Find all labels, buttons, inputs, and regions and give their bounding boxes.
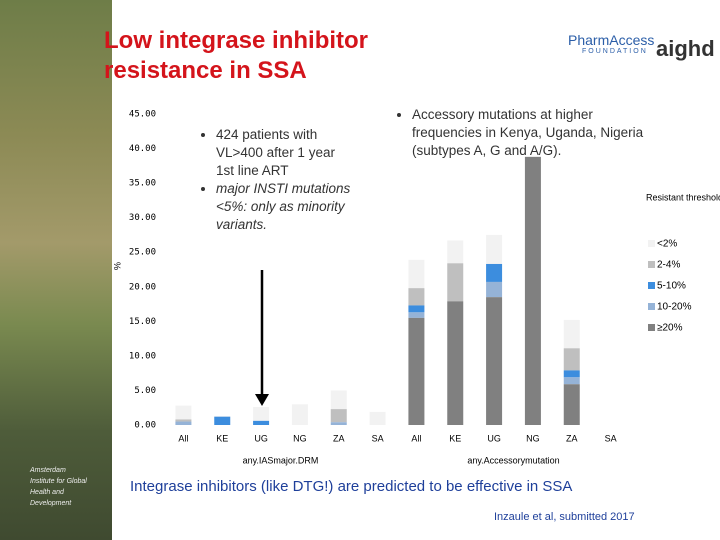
- x-tick-label: ZA: [566, 433, 578, 443]
- bar-segment: [330, 390, 347, 410]
- y-tick-label: 20.00: [129, 282, 156, 292]
- institute-text: Amsterdam Institute for Global Health an…: [30, 467, 87, 507]
- bar-segment: [408, 317, 425, 425]
- bullet: 424 patients with VL>400 after 1 year 1s…: [216, 126, 356, 180]
- bar-segment: [175, 421, 192, 425]
- y-tick-label: 45.00: [129, 110, 156, 120]
- bar-segment: [253, 407, 270, 421]
- legend-swatch: [648, 303, 655, 310]
- legend-label: <2%: [657, 239, 677, 250]
- x-tick-label: UG: [254, 433, 268, 443]
- y-tick-label: 40.00: [129, 144, 156, 154]
- bar-segment: [486, 281, 503, 298]
- legend-swatch: [648, 324, 655, 331]
- bar-segment: [524, 156, 541, 426]
- bullet: major INSTI mutations <5%: only as minor…: [216, 180, 356, 234]
- bar-segment: [408, 288, 425, 306]
- bar-segment: [447, 301, 464, 425]
- legend-label: 10-20%: [657, 302, 692, 313]
- bar-segment: [447, 240, 464, 264]
- y-tick-label: 5.00: [134, 386, 156, 396]
- bar-segment: [214, 416, 231, 417]
- bar-segment: [447, 263, 464, 302]
- x-tick-label: KE: [216, 433, 228, 443]
- x-tick-label: NG: [293, 433, 307, 443]
- y-tick-label: 0.00: [134, 421, 156, 431]
- bar-segment: [330, 409, 347, 423]
- bar-segment: [563, 377, 580, 385]
- photo-strip: [0, 0, 112, 540]
- bar-segment: [291, 404, 308, 425]
- bar-segment: [214, 416, 231, 425]
- bar-segment: [563, 348, 580, 371]
- bar-segment: [408, 312, 425, 318]
- legend-title: Resistant threshold: [646, 192, 720, 202]
- legend-swatch: [648, 261, 655, 268]
- x-tick-label: SA: [605, 433, 617, 443]
- x-tick-label: All: [411, 433, 421, 443]
- bar-segment: [408, 259, 425, 289]
- y-tick-label: 30.00: [129, 213, 156, 223]
- bar-segment: [330, 422, 347, 425]
- arrow-head: [255, 394, 269, 406]
- bar-segment: [486, 263, 503, 282]
- bar-segment: [563, 384, 580, 425]
- bullets-right: Accessory mutations at higher frequencie…: [392, 106, 662, 160]
- x-tick-label: All: [178, 433, 188, 443]
- legend-label: 5-10%: [657, 281, 686, 292]
- y-tick-label: 25.00: [129, 248, 156, 258]
- conclusion: Integrase inhibitors (like DTG!) are pre…: [130, 478, 573, 495]
- bar-segment: [175, 419, 192, 422]
- bar-segment: [486, 297, 503, 425]
- bar-segment: [369, 411, 386, 425]
- x-tick-label: SA: [372, 433, 384, 443]
- bar-segment: [563, 370, 580, 378]
- x-tick-label: UG: [487, 433, 501, 443]
- y-tick-label: 35.00: [129, 179, 156, 189]
- bar-segment: [408, 305, 425, 313]
- legend-label: ≥20%: [657, 323, 683, 334]
- bar-segment: [253, 420, 270, 425]
- slide-title: Low integrase inhibitor resistance in SS…: [104, 27, 369, 84]
- x-tick-label: KE: [449, 433, 461, 443]
- bullets-left: 424 patients with VL>400 after 1 year 1s…: [196, 126, 356, 234]
- logo-text: aighd: [656, 36, 715, 61]
- group-label: any.Accessorymutation: [467, 455, 559, 465]
- logo-text: PharmAccess: [568, 32, 655, 48]
- legend-swatch: [648, 240, 655, 247]
- bar-segment: [563, 319, 580, 349]
- logo-subtext: FOUNDATION: [582, 48, 648, 55]
- x-tick-label: NG: [526, 433, 540, 443]
- group-label: any.IASmajor.DRM: [243, 455, 319, 465]
- y-tick-label: 10.00: [129, 351, 156, 361]
- citation: Inzaule et al, submitted 2017: [494, 511, 635, 523]
- bullet: Accessory mutations at higher frequencie…: [412, 106, 662, 160]
- y-tick-label: 15.00: [129, 317, 156, 327]
- y-axis-label: %: [112, 262, 122, 270]
- x-tick-label: ZA: [333, 433, 345, 443]
- legend-label: 2-4%: [657, 260, 680, 271]
- bar-segment: [486, 234, 503, 264]
- bar-segment: [175, 405, 192, 420]
- legend-swatch: [648, 282, 655, 289]
